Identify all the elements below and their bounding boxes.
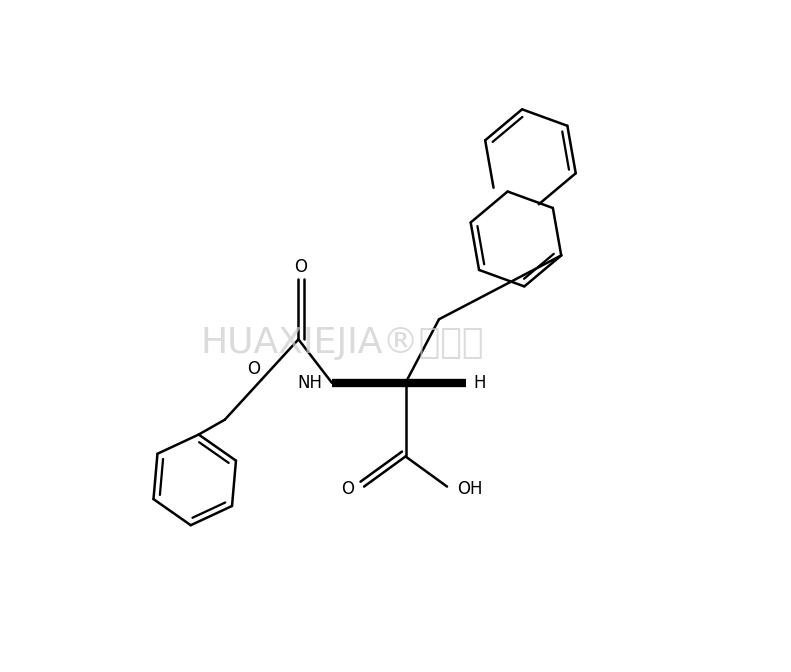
Text: O: O xyxy=(341,480,354,497)
Text: O: O xyxy=(294,258,307,276)
Text: NH: NH xyxy=(297,374,322,392)
Text: OH: OH xyxy=(457,480,483,497)
Text: H: H xyxy=(474,374,486,392)
Text: O: O xyxy=(247,360,260,378)
Text: HUAXIEJIA®化学加: HUAXIEJIA®化学加 xyxy=(200,326,484,360)
